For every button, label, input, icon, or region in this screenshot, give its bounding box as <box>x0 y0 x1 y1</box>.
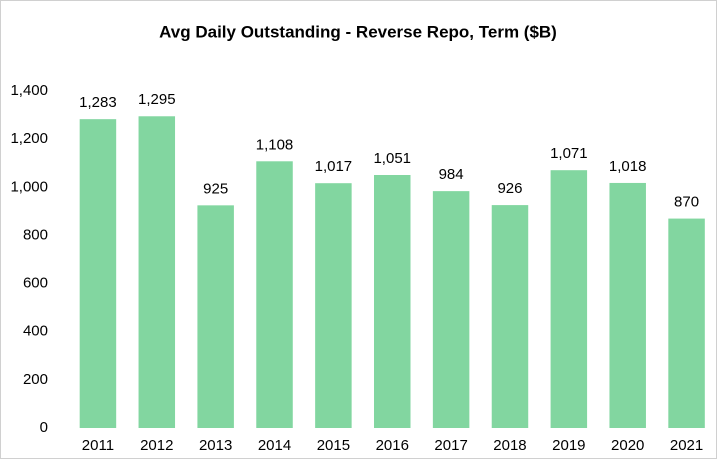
y-tick-label: 1,200 <box>10 130 48 147</box>
bar <box>138 116 176 429</box>
y-tick-label: 1,400 <box>10 82 48 99</box>
y-tick-label: 1,000 <box>10 178 48 195</box>
x-tick-label: 2012 <box>140 437 173 454</box>
x-tick-label: 2014 <box>258 437 291 454</box>
data-label: 1,071 <box>550 145 588 162</box>
bar <box>491 205 529 428</box>
y-tick-label: 200 <box>23 371 48 388</box>
data-label: 984 <box>439 166 464 183</box>
x-tick-label: 2017 <box>434 437 467 454</box>
data-label: 870 <box>674 194 699 211</box>
bar <box>79 119 117 428</box>
bar <box>432 191 470 428</box>
data-label: 1,108 <box>256 136 294 153</box>
bar <box>550 170 588 428</box>
data-label: 1,018 <box>609 158 647 175</box>
bar <box>315 183 352 428</box>
bar <box>197 205 234 428</box>
y-tick-label: 0 <box>40 419 48 436</box>
data-label: 1,051 <box>373 150 411 167</box>
x-tick-label: 2015 <box>317 437 350 454</box>
x-tick-label: 2019 <box>552 437 585 454</box>
x-tick-label: 2018 <box>493 437 526 454</box>
bar <box>609 182 646 428</box>
x-tick-label: 2011 <box>82 437 114 454</box>
x-tick-label: 2016 <box>376 437 409 454</box>
data-label: 926 <box>497 180 522 197</box>
data-label: 1,295 <box>138 91 176 108</box>
y-tick-label: 600 <box>23 275 48 292</box>
bar <box>668 218 705 428</box>
x-tick-label: 2021 <box>670 437 703 454</box>
y-tick-label: 400 <box>23 323 48 340</box>
data-label: 1,283 <box>79 94 117 111</box>
chart-title: Avg Daily Outstanding - Reverse Repo, Te… <box>159 22 557 41</box>
bar <box>256 161 293 428</box>
bar <box>374 175 411 428</box>
data-label: 1,017 <box>315 158 353 175</box>
data-label: 925 <box>203 180 228 197</box>
x-tick-label: 2020 <box>611 437 644 454</box>
y-tick-label: 800 <box>23 226 48 243</box>
x-tick-label: 2013 <box>199 437 232 454</box>
